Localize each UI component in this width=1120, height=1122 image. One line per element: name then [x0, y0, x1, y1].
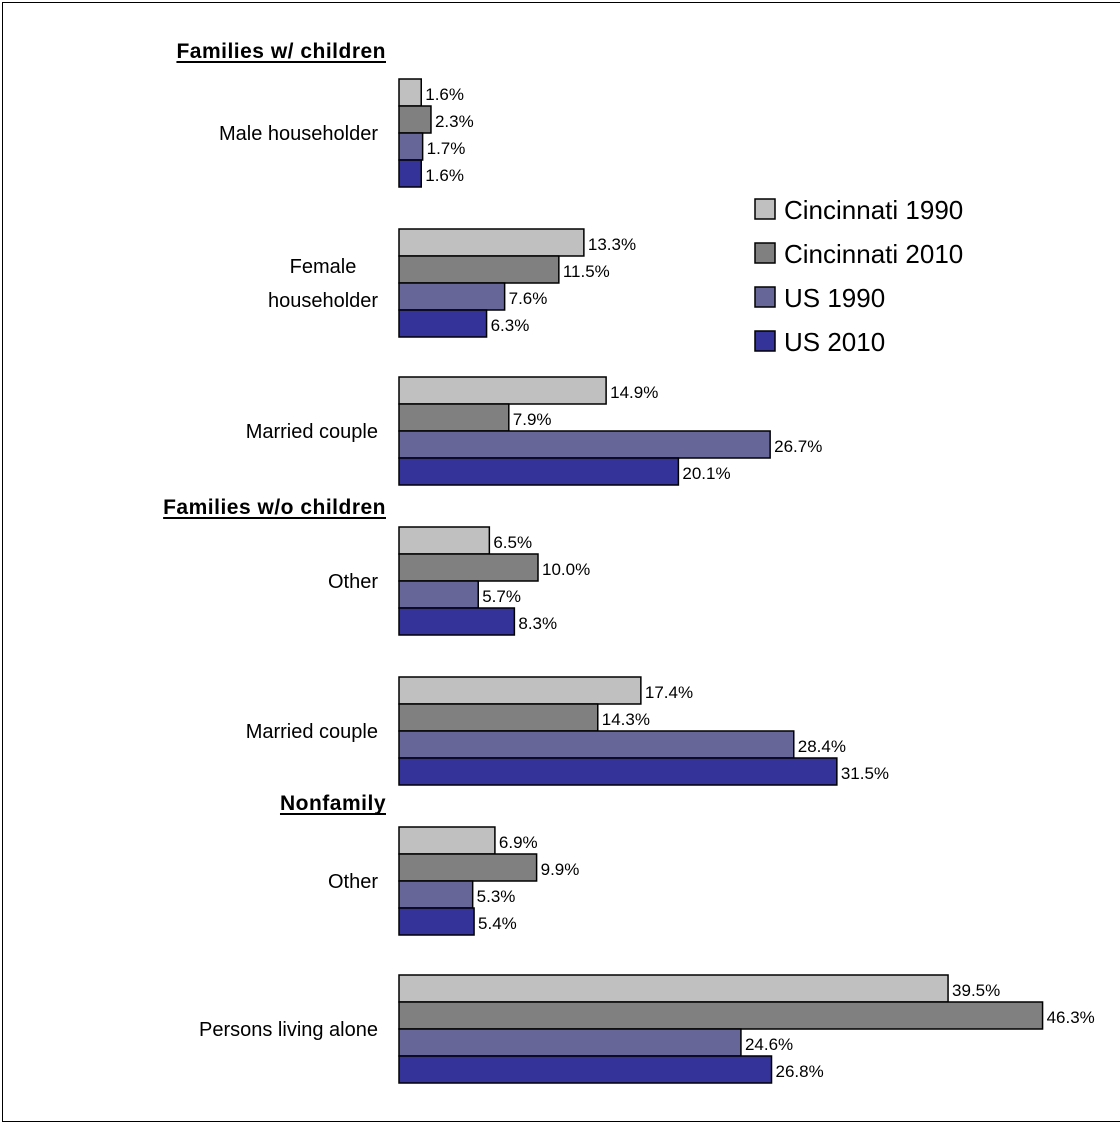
- bar: [398, 526, 491, 555]
- bar-value-label: 5.4%: [478, 914, 517, 933]
- bar-value-label: 14.3%: [602, 710, 650, 729]
- bar: [398, 282, 506, 311]
- bar: [398, 1028, 742, 1057]
- bar: [398, 826, 496, 855]
- bar: [398, 553, 539, 582]
- category-label: Married couple: [246, 721, 378, 743]
- bar: [398, 757, 838, 786]
- bar: [398, 1001, 1044, 1030]
- group-heading: Nonfamily: [280, 792, 386, 815]
- bar: [398, 703, 599, 732]
- bar-value-label: 13.3%: [588, 235, 636, 254]
- bar-value-label: 24.6%: [745, 1035, 793, 1054]
- bar-value-label: 46.3%: [1047, 1008, 1095, 1027]
- bar-value-label: 9.9%: [541, 860, 580, 879]
- category-label: Married couple: [246, 421, 378, 443]
- legend-label: US 1990: [784, 283, 885, 313]
- bar: [398, 676, 642, 705]
- bar: [398, 1055, 773, 1084]
- bar-value-label: 6.3%: [491, 316, 530, 335]
- bar: [398, 403, 510, 432]
- bar-value-label: 11.5%: [563, 262, 610, 281]
- bar: [398, 580, 479, 609]
- bar-value-label: 7.9%: [513, 410, 552, 429]
- bar: [398, 132, 424, 161]
- category-label: householder: [268, 290, 378, 312]
- category-label: Persons living alone: [199, 1019, 378, 1041]
- bar: [398, 376, 607, 405]
- bar: [398, 974, 949, 1003]
- category-label: Other: [328, 571, 378, 593]
- bar: [398, 430, 771, 459]
- legend-swatch: [754, 242, 776, 264]
- group-heading: Families w/o children: [163, 496, 386, 519]
- bar-value-label: 1.7%: [427, 139, 466, 158]
- bar-value-label: 10.0%: [542, 560, 590, 579]
- bar-value-label: 2.3%: [435, 112, 474, 131]
- bar-value-label: 26.7%: [774, 437, 822, 456]
- bar: [398, 105, 432, 134]
- legend-label: US 2010: [784, 327, 885, 357]
- bar-value-label: 5.7%: [482, 587, 521, 606]
- legend-swatch: [754, 286, 776, 308]
- bar-value-label: 31.5%: [841, 764, 889, 783]
- legend-label: Cincinnati 2010: [784, 239, 963, 269]
- bar: [398, 228, 585, 257]
- bar-value-label: 20.1%: [682, 464, 730, 483]
- bar: [398, 309, 488, 338]
- household-bar-chart: Families w/ children Families w/o childre…: [163, 40, 1095, 1084]
- bar: [398, 607, 516, 636]
- bar: [398, 730, 795, 759]
- bar-value-label: 17.4%: [645, 683, 693, 702]
- bar-value-label: 8.3%: [518, 614, 557, 633]
- bar-value-label: 6.5%: [493, 533, 532, 552]
- legend-label: Cincinnati 1990: [784, 195, 963, 225]
- category-label: Female: [290, 256, 357, 278]
- category-label: Male householder: [219, 123, 378, 145]
- bar: [398, 78, 422, 107]
- bar-value-label: 7.6%: [509, 289, 548, 308]
- bar-value-label: 14.9%: [610, 383, 658, 402]
- bar: [398, 880, 474, 909]
- bar-value-label: 1.6%: [425, 85, 464, 104]
- group-heading: Families w/ children: [176, 40, 386, 63]
- category-label: Other: [328, 871, 378, 893]
- bar-value-label: 39.5%: [952, 981, 1000, 1000]
- bar: [398, 255, 560, 284]
- legend-swatch: [754, 198, 776, 220]
- bar-value-label: 1.6%: [425, 166, 464, 185]
- bar-value-label: 26.8%: [776, 1062, 824, 1081]
- bar-value-label: 5.3%: [477, 887, 516, 906]
- bar-value-label: 28.4%: [798, 737, 846, 756]
- bar-value-label: 6.9%: [499, 833, 538, 852]
- bar: [398, 853, 538, 882]
- bar: [398, 457, 680, 486]
- bar: [398, 159, 422, 188]
- bar: [398, 907, 475, 936]
- legend-swatch: [754, 330, 776, 352]
